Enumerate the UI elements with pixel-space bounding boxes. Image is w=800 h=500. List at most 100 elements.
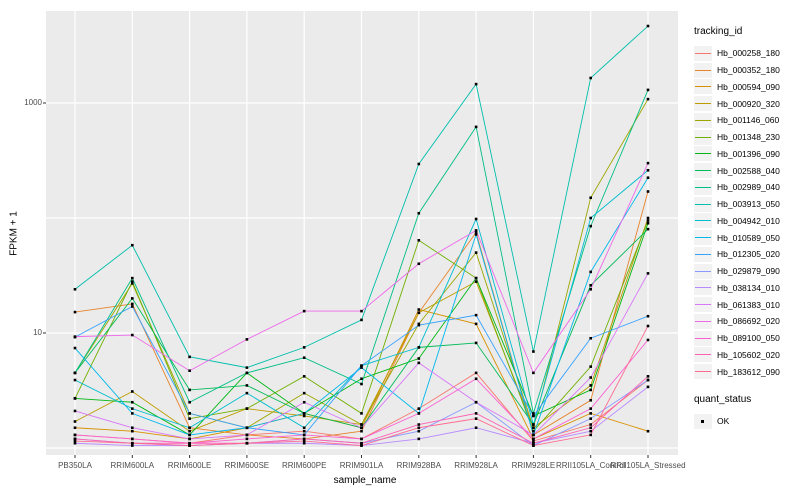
data-point xyxy=(532,433,535,437)
data-point xyxy=(131,333,134,337)
data-point xyxy=(417,323,421,327)
data-point xyxy=(73,420,77,423)
legend-swatch xyxy=(694,163,712,179)
data-point xyxy=(131,437,134,441)
quant-legend-title: quant_status xyxy=(694,394,752,405)
legend-item: Hb_038134_010 xyxy=(694,280,800,297)
data-point xyxy=(302,375,306,378)
legend-item-label: Hb_010589_050 xyxy=(717,232,780,243)
legend-color-line-icon xyxy=(695,86,711,88)
data-point xyxy=(360,429,363,433)
data-point xyxy=(532,429,535,433)
data-point xyxy=(302,437,306,441)
data-point xyxy=(188,433,191,437)
legend-item-label: Hb_183612_090 xyxy=(717,366,780,377)
data-point xyxy=(245,407,249,410)
legend-item-label: Hb_004942_010 xyxy=(717,215,780,226)
data-point xyxy=(188,355,191,359)
data-point xyxy=(646,216,650,220)
legend-swatch xyxy=(694,196,712,212)
data-point xyxy=(474,229,478,232)
data-point xyxy=(131,429,134,433)
data-point xyxy=(417,262,421,266)
data-point xyxy=(474,125,478,129)
data-point xyxy=(245,441,249,445)
legend-item-label: Hb_000258_180 xyxy=(717,48,780,59)
data-point xyxy=(417,357,421,360)
data-point xyxy=(73,346,77,350)
x-tick-label: RRIM928LA xyxy=(454,461,498,470)
legend-color-line-icon xyxy=(695,52,711,54)
data-point xyxy=(302,429,306,433)
data-point xyxy=(360,426,363,430)
legend-color-line-icon xyxy=(695,320,711,322)
legend-color-line-icon xyxy=(695,136,711,138)
data-point xyxy=(131,412,134,415)
legend-item-label: Hb_089100_050 xyxy=(717,333,780,344)
legend-color-line-icon xyxy=(695,337,711,339)
data-point xyxy=(589,398,592,402)
data-point xyxy=(589,365,592,368)
legend-item: Hb_183612_090 xyxy=(694,363,800,380)
legend-item: Hb_012305_020 xyxy=(694,246,800,263)
x-tick-label: RRIM600PE xyxy=(281,461,327,470)
x-axis-title: sample_name xyxy=(333,475,397,486)
data-point xyxy=(302,309,306,313)
data-point xyxy=(131,280,134,283)
data-point xyxy=(73,426,77,430)
data-point xyxy=(474,400,478,404)
x-tick-label: RRII105LA_Control xyxy=(556,461,626,470)
data-point xyxy=(532,350,535,353)
data-point xyxy=(73,439,77,443)
legend-entries: Hb_000258_180 Hb_000352_180 Hb_000594_090 H… xyxy=(694,45,800,380)
legend-item: Hb_061383_010 xyxy=(694,296,800,313)
data-point xyxy=(302,346,306,349)
data-point xyxy=(646,97,650,101)
black-square-point-icon xyxy=(701,419,704,423)
legend-item: Hb_029879_090 xyxy=(694,263,800,280)
data-point xyxy=(417,412,421,415)
data-point xyxy=(302,414,306,418)
legend-color-line-icon xyxy=(695,119,711,121)
quant-legend-item: OK xyxy=(694,413,800,430)
data-point xyxy=(589,270,592,274)
legend-swatch xyxy=(694,330,712,346)
data-point xyxy=(73,371,77,375)
data-point xyxy=(646,338,650,342)
data-point xyxy=(646,324,650,328)
legend-item-label: Hb_002989_040 xyxy=(717,182,780,193)
data-point xyxy=(646,429,650,433)
data-point xyxy=(589,417,592,420)
data-point xyxy=(474,341,478,345)
data-point xyxy=(73,441,77,445)
data-point xyxy=(360,318,363,322)
data-point xyxy=(245,371,249,375)
data-point xyxy=(73,397,77,400)
gridlines xyxy=(46,11,678,455)
legend-color-line-icon xyxy=(695,153,711,155)
data-point xyxy=(474,276,478,280)
legend-swatch xyxy=(694,364,712,380)
data-point xyxy=(589,196,592,200)
legend-swatch xyxy=(694,62,712,78)
data-point xyxy=(302,356,306,359)
data-point xyxy=(589,388,592,392)
data-point xyxy=(417,429,421,433)
legend-color-line-icon xyxy=(695,270,711,272)
legend-item: Hb_089100_050 xyxy=(694,330,800,347)
quant-ok-label: OK xyxy=(717,416,730,427)
quant-ok-key xyxy=(694,413,712,429)
data-point xyxy=(131,297,134,300)
data-point xyxy=(474,231,478,234)
data-point xyxy=(302,439,306,443)
data-point xyxy=(360,437,363,441)
data-point xyxy=(245,366,249,369)
data-point xyxy=(532,426,535,430)
legend-color-line-icon xyxy=(695,253,711,255)
data-point xyxy=(474,251,478,254)
data-point xyxy=(188,400,191,404)
legend-item: Hb_000594_090 xyxy=(694,79,800,96)
data-point xyxy=(188,429,191,433)
data-point xyxy=(474,371,478,375)
legend-swatch xyxy=(694,313,712,329)
